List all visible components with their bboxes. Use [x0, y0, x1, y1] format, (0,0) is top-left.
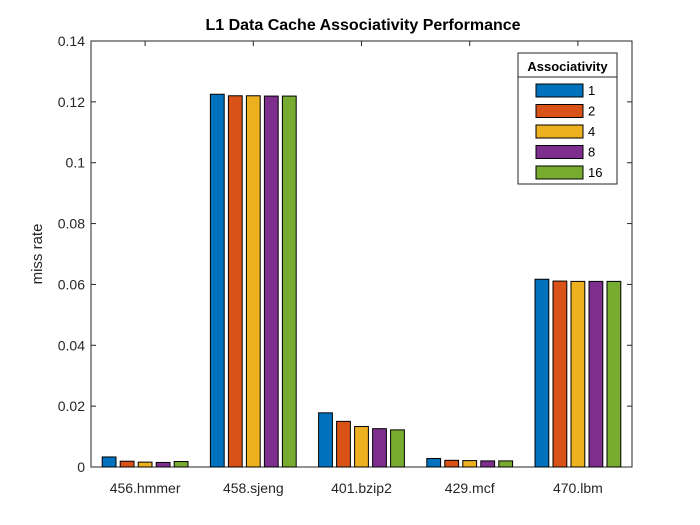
- y-tick-label: 0: [77, 459, 85, 475]
- x-tick-label: 458.sjeng: [223, 480, 284, 496]
- bar-429.mcf-8: [480, 460, 496, 468]
- legend-entry-1: 1: [588, 83, 595, 98]
- legend-swatch-8: [535, 145, 584, 159]
- legend-entry-2: 2: [588, 104, 595, 119]
- x-tick-label: 456.hmmer: [110, 480, 181, 496]
- legend-swatch-1: [535, 83, 584, 98]
- legend-box: [517, 52, 618, 185]
- bar-458.sjeng-2: [227, 95, 243, 468]
- bar-458.sjeng-1: [209, 93, 225, 468]
- y-tick-label: 0.06: [58, 276, 85, 292]
- legend-swatch-16: [535, 165, 584, 180]
- bar-470.lbm-4: [570, 280, 586, 468]
- bar-456.hmmer-2: [119, 460, 135, 468]
- y-tick-label: 0.08: [58, 216, 85, 232]
- bar-458.sjeng-4: [245, 95, 261, 468]
- legend-entry-16: 16: [588, 165, 602, 180]
- legend: Associativity 1 2 4 8 16: [517, 52, 618, 185]
- chart-title: L1 Data Cache Associativity Performance: [205, 17, 520, 34]
- x-tick-label: 470.lbm: [553, 480, 603, 496]
- x-tick-label: 401.bzip2: [331, 480, 392, 496]
- bar-401.bzip2-2: [336, 420, 351, 468]
- y-axis-label: miss rate: [29, 224, 46, 285]
- bar-470.lbm-16: [606, 280, 622, 468]
- bar-401.bzip2-4: [354, 426, 369, 468]
- bar-456.hmmer-4: [137, 461, 153, 468]
- legend-swatch-4: [535, 124, 584, 139]
- bar-458.sjeng-8: [263, 95, 279, 468]
- legend-swatch-2: [535, 104, 584, 118]
- legend-entry-8: 8: [588, 145, 595, 160]
- bar-456.hmmer-1: [101, 456, 117, 468]
- legend-entry-4: 4: [588, 124, 595, 139]
- bar-470.lbm-2: [552, 280, 568, 468]
- x-tick-label: 429.mcf: [445, 480, 495, 496]
- bar-429.mcf-4: [462, 460, 478, 468]
- bar-401.bzip2-16: [390, 429, 405, 468]
- bar-401.bzip2-1: [318, 412, 333, 468]
- y-tick-label: 0.02: [58, 398, 85, 414]
- bar-470.lbm-1: [534, 278, 550, 468]
- bar-456.hmmer-16: [173, 461, 189, 468]
- y-tick-label: 0.1: [66, 155, 86, 171]
- bar-429.mcf-1: [426, 457, 442, 468]
- y-tick-label: 0.12: [58, 94, 85, 110]
- bar-456.hmmer-8: [155, 461, 171, 468]
- y-tick-label: 0.14: [58, 33, 85, 49]
- bar-470.lbm-8: [588, 280, 604, 468]
- legend-title: Associativity: [527, 59, 608, 74]
- plot-area: 0 0.02 0.04 0.06 0.08 0.1 0.12 0.14 456.hmmer 458…: [58, 33, 633, 496]
- bar-401.bzip2-8: [372, 428, 387, 468]
- bar-429.mcf-16: [498, 460, 514, 468]
- bar-458.sjeng-16: [281, 95, 297, 468]
- y-tick-label: 0.04: [58, 337, 85, 353]
- bar-429.mcf-2: [444, 459, 460, 468]
